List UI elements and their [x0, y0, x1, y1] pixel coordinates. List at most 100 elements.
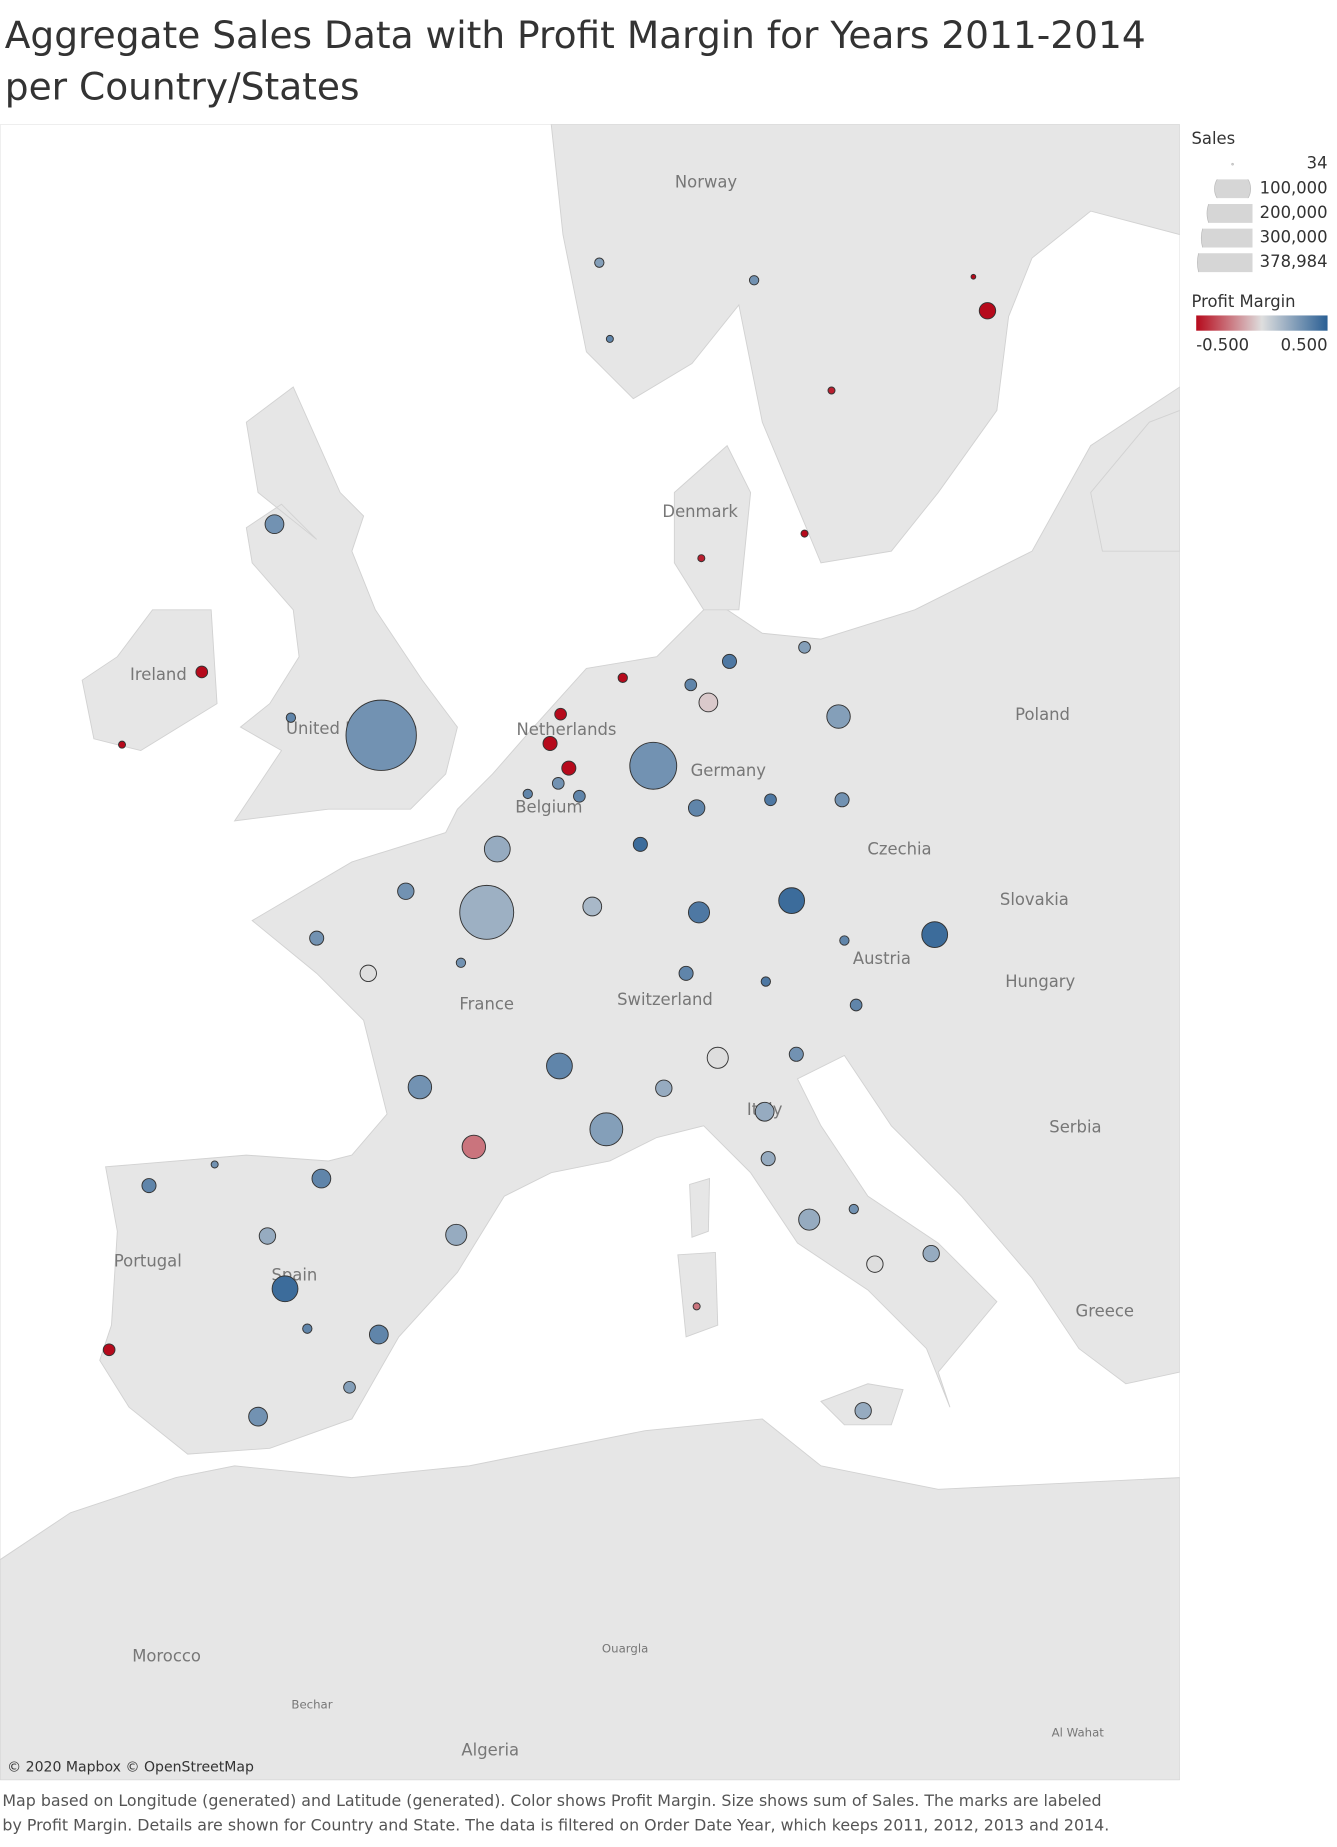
- bubble: [343, 1380, 356, 1394]
- map-label: Czechia: [867, 840, 931, 859]
- bubble: [248, 1406, 268, 1427]
- bubble: [687, 901, 711, 924]
- bubble: [922, 1244, 940, 1263]
- bubble: [754, 1101, 775, 1122]
- size-swatch: [1214, 179, 1251, 199]
- bubble: [459, 884, 515, 940]
- bubble: [788, 1046, 804, 1062]
- size-swatch: [1200, 228, 1253, 248]
- map-label: Bechar: [291, 1698, 332, 1712]
- bubble: [483, 835, 511, 863]
- map-label: Serbia: [1049, 1118, 1101, 1137]
- attribution: © 2020 Mapbox © OpenStreetMap: [7, 1759, 254, 1775]
- bubble: [617, 672, 628, 683]
- bubble: [684, 678, 698, 692]
- bubble: [692, 1302, 701, 1311]
- bubble: [778, 887, 806, 915]
- bubble: [573, 789, 586, 803]
- size-legend: 34 100,000 200,000 300,000 378,984: [1197, 154, 1328, 273]
- size-tick-label: 200,000: [1260, 203, 1328, 222]
- bubble: [748, 275, 760, 286]
- bubble: [866, 1255, 884, 1273]
- bubble: [827, 386, 836, 395]
- bubble: [397, 882, 415, 900]
- map-label: Hungary: [1005, 972, 1075, 991]
- map-label: Germany: [691, 761, 767, 780]
- map-label: Switzerland: [617, 990, 713, 1009]
- map-label: Slovakia: [1000, 890, 1069, 909]
- bubble: [849, 998, 863, 1012]
- map-label: Poland: [1015, 705, 1070, 724]
- bubble: [542, 735, 558, 752]
- bubble: [800, 529, 809, 538]
- map-label: Portugal: [114, 1251, 182, 1270]
- bubble: [551, 777, 565, 790]
- map-label: Morocco: [132, 1647, 201, 1666]
- legend-title: Profit Margin: [1192, 292, 1296, 311]
- title: Aggregate Sales Data with Profit Margin …: [5, 13, 1146, 57]
- bubble: [655, 1079, 673, 1097]
- bubble: [311, 1168, 332, 1189]
- bubble: [721, 653, 737, 669]
- map-label: Ouargla: [602, 1641, 648, 1655]
- bubble: [118, 740, 127, 749]
- caption: by Profit Margin. Details are shown for …: [2, 1815, 1109, 1834]
- color-tick-label: -0.500: [1196, 335, 1249, 354]
- map-label: Algeria: [461, 1740, 519, 1759]
- bubble: [195, 665, 209, 679]
- bubble: [605, 334, 614, 343]
- bubble: [455, 957, 467, 968]
- bubble: [687, 799, 706, 817]
- size-tick-label: 378,984: [1260, 252, 1328, 271]
- bubble: [561, 760, 577, 776]
- bubble: [698, 692, 719, 713]
- bubble: [760, 976, 771, 987]
- legend-title: Sales: [1192, 129, 1236, 148]
- map-label: Netherlands: [516, 720, 616, 739]
- bubble: [798, 641, 811, 654]
- bubble: [102, 1343, 116, 1357]
- bubble: [582, 896, 603, 917]
- bubble: [345, 699, 417, 771]
- bubble: [839, 935, 850, 946]
- color-tick-label: 0.500: [1281, 335, 1328, 354]
- bubble: [764, 793, 777, 807]
- map-label: Denmark: [662, 502, 738, 521]
- bubble: [854, 1402, 872, 1420]
- marks: [102, 257, 997, 1427]
- bubble: [678, 965, 694, 981]
- bubble: [309, 930, 325, 946]
- map-label: Al Wahat: [1052, 1726, 1105, 1740]
- bubble: [798, 1208, 821, 1231]
- bubble: [359, 964, 377, 983]
- bubble: [302, 1323, 313, 1334]
- size-tick-label: 100,000: [1260, 178, 1328, 197]
- bubble: [210, 1160, 219, 1169]
- bubble: [368, 1324, 389, 1345]
- color-legend: -0.500 0.500: [1196, 335, 1327, 354]
- bubble: [141, 1178, 157, 1194]
- map-label: Austria: [853, 949, 911, 968]
- size-swatch: [1206, 204, 1253, 223]
- bubble: [834, 792, 850, 808]
- size-tick-label: 300,000: [1260, 228, 1328, 247]
- bubble: [461, 1134, 487, 1160]
- bubble: [407, 1074, 433, 1100]
- bubble: [848, 1203, 859, 1215]
- size-tick-label: 34: [1307, 154, 1328, 173]
- color-ramp: [1196, 315, 1328, 331]
- bubble: [554, 707, 567, 721]
- size-swatch: [1231, 162, 1234, 166]
- map-label: Belgium: [515, 797, 582, 816]
- bubble: [826, 704, 851, 729]
- title: per Country/States: [5, 65, 360, 109]
- bubble: [271, 1275, 299, 1303]
- bubble: [522, 788, 533, 800]
- caption: Map based on Longitude (generated) and L…: [2, 1791, 1101, 1810]
- land: [0, 124, 1180, 1781]
- bubble: [285, 712, 297, 723]
- bubble: [594, 257, 605, 268]
